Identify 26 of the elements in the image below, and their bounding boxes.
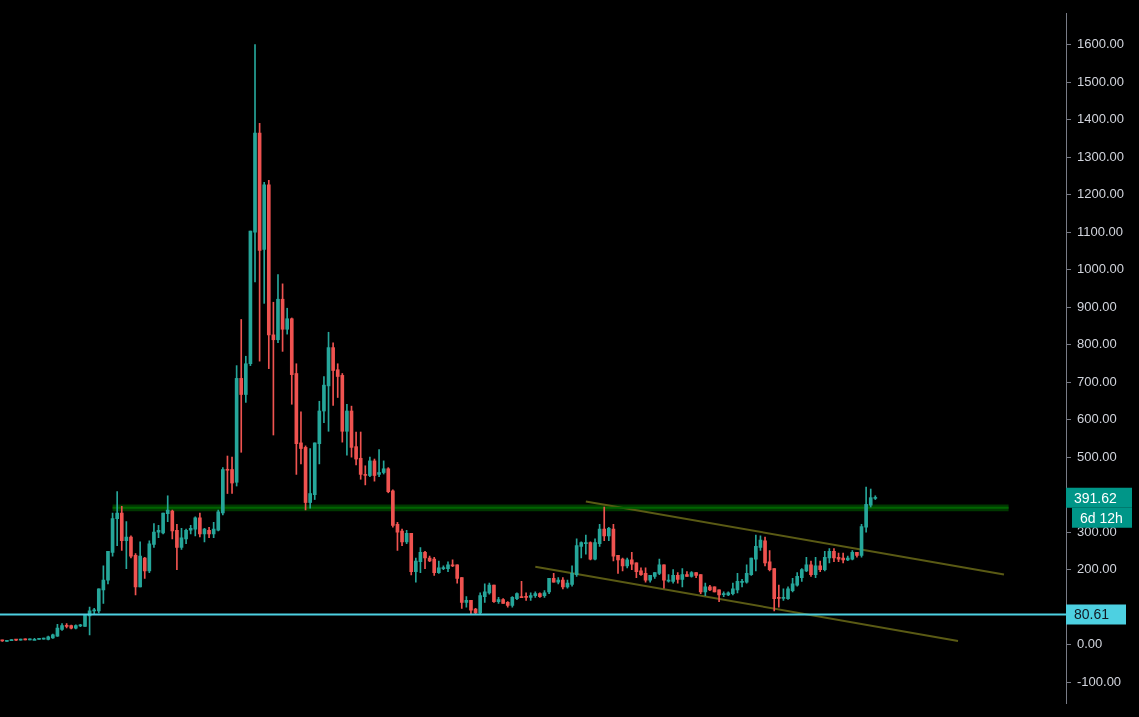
candlestick <box>18 638 23 641</box>
y-tick-label: 1500.00 <box>1077 73 1124 89</box>
y-tick-label: 1300.00 <box>1077 148 1124 164</box>
candlestick <box>0 639 5 642</box>
y-tick-label: 1000.00 <box>1077 261 1124 277</box>
ref-line-label: 80.61 <box>1074 606 1110 623</box>
y-tick-label: 800.00 <box>1077 336 1117 352</box>
text: 6d 12h <box>1080 509 1123 526</box>
y-tick-label: 1100.00 <box>1077 223 1124 239</box>
y-tick-label: 600.00 <box>1077 411 1117 427</box>
y-tick-label: 1400.00 <box>1077 111 1124 127</box>
y-tick-label: -100.00 <box>1077 673 1122 689</box>
candlestick <box>28 638 32 641</box>
y-tick-label: 1200.00 <box>1077 186 1124 202</box>
y-tick-label: 500.00 <box>1077 448 1117 464</box>
y-tick-label: 900.00 <box>1077 298 1117 314</box>
candlestick <box>5 639 9 642</box>
y-tick-label: 1600.00 <box>1077 36 1124 52</box>
y-tick-label: 200.00 <box>1077 561 1117 577</box>
candlestick <box>14 638 18 641</box>
text: 391.62 <box>1074 489 1118 506</box>
y-tick-label: 700.00 <box>1077 373 1117 389</box>
candlestick <box>23 638 28 641</box>
y-tick-label: 300.00 <box>1077 523 1117 539</box>
y-tick-label: 0.00 <box>1077 636 1103 652</box>
candlestick <box>83 614 87 627</box>
